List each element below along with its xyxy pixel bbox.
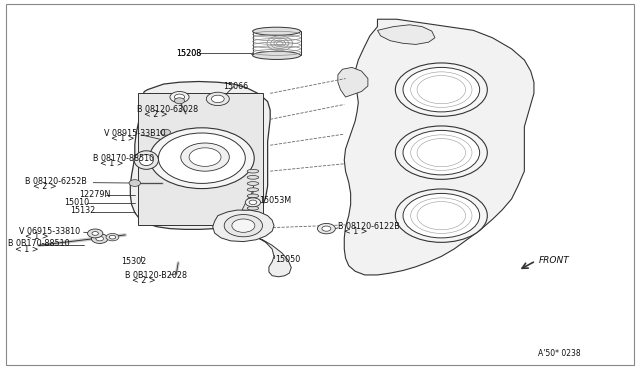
Circle shape [129, 180, 141, 186]
Text: < 2 >: < 2 > [145, 110, 168, 119]
Text: < 1 >: < 1 > [15, 244, 38, 253]
Text: B 0B170-88510: B 0B170-88510 [8, 239, 70, 248]
Circle shape [224, 215, 262, 237]
Polygon shape [338, 67, 368, 97]
Ellipse shape [247, 188, 259, 192]
Ellipse shape [253, 27, 301, 35]
Polygon shape [242, 186, 253, 210]
Ellipse shape [253, 51, 301, 60]
Text: 15050: 15050 [275, 255, 301, 264]
Text: 12279N: 12279N [79, 190, 111, 199]
Circle shape [96, 236, 104, 241]
Circle shape [92, 234, 108, 243]
Text: B 08120-63028: B 08120-63028 [137, 105, 198, 114]
Circle shape [211, 95, 224, 103]
Circle shape [317, 224, 335, 234]
Circle shape [174, 98, 184, 104]
Text: V 08915-33B10: V 08915-33B10 [104, 129, 166, 138]
Text: < 1 >: < 1 > [111, 134, 134, 143]
Ellipse shape [247, 182, 259, 185]
Ellipse shape [134, 151, 159, 169]
Text: B 08170-88510: B 08170-88510 [93, 154, 154, 163]
Polygon shape [212, 210, 274, 241]
Circle shape [245, 198, 260, 207]
Circle shape [109, 235, 116, 239]
Text: B 08120-6252B: B 08120-6252B [25, 177, 87, 186]
Text: 15132: 15132 [70, 206, 95, 215]
Text: B 0B120-B2028: B 0B120-B2028 [125, 271, 188, 280]
Circle shape [403, 67, 479, 112]
Text: 15208: 15208 [176, 49, 202, 58]
Circle shape [180, 143, 229, 171]
Bar [138, 93, 262, 225]
Circle shape [159, 133, 245, 183]
Text: < 2 >: < 2 > [132, 276, 156, 285]
Text: A'50* 0238: A'50* 0238 [538, 349, 580, 358]
Text: < 1 >: < 1 > [25, 231, 49, 241]
Circle shape [174, 94, 184, 100]
Text: < 1 >: < 1 > [344, 227, 368, 237]
Text: 15302: 15302 [121, 257, 146, 266]
Text: 15208: 15208 [176, 49, 202, 58]
Circle shape [161, 129, 171, 135]
Text: < 2 >: < 2 > [33, 182, 56, 191]
Ellipse shape [247, 194, 259, 198]
Text: V 06915-33810: V 06915-33810 [19, 227, 80, 236]
Polygon shape [131, 81, 270, 230]
Circle shape [249, 200, 257, 205]
Text: < 1 >: < 1 > [100, 158, 123, 167]
Circle shape [150, 128, 254, 189]
Circle shape [88, 229, 103, 238]
Text: 15053M: 15053M [259, 196, 291, 205]
Circle shape [170, 92, 189, 103]
Circle shape [206, 92, 229, 106]
Text: B 08120-6122B: B 08120-6122B [338, 222, 399, 231]
Circle shape [92, 232, 99, 235]
Ellipse shape [140, 154, 154, 166]
Polygon shape [344, 19, 534, 275]
Circle shape [232, 219, 255, 232]
Text: 15010: 15010 [65, 198, 90, 207]
Circle shape [396, 189, 487, 242]
Ellipse shape [247, 169, 259, 173]
Circle shape [322, 226, 331, 231]
Circle shape [403, 193, 479, 238]
Text: 15066: 15066 [223, 82, 249, 91]
Ellipse shape [247, 200, 259, 204]
Circle shape [396, 126, 487, 179]
Ellipse shape [247, 206, 259, 210]
Polygon shape [378, 25, 435, 44]
Circle shape [189, 148, 221, 166]
Text: FRONT: FRONT [538, 256, 569, 264]
Circle shape [106, 234, 119, 241]
Polygon shape [259, 238, 291, 277]
Ellipse shape [247, 176, 259, 179]
Circle shape [396, 63, 487, 116]
Circle shape [403, 131, 479, 175]
